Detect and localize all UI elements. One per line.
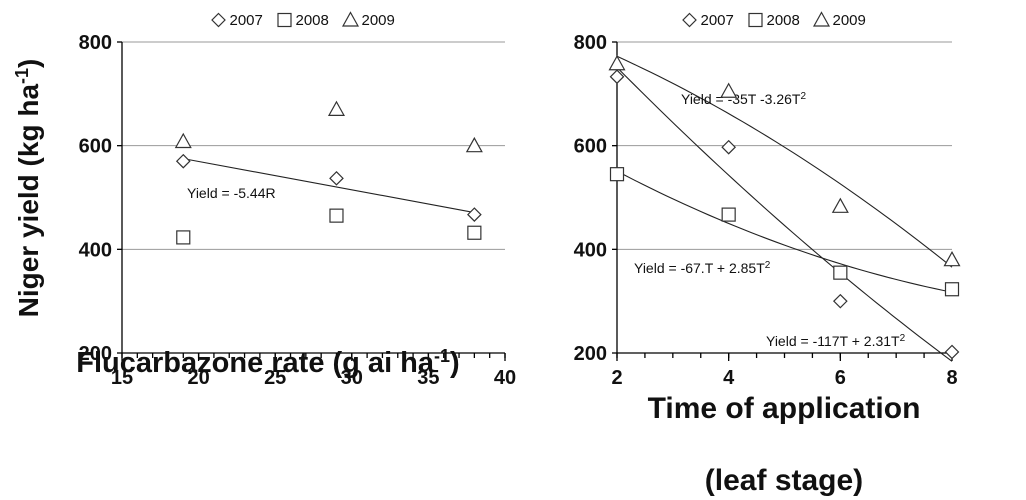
right-fit-line-2008 <box>616 170 953 293</box>
right-point-2007 <box>609 69 625 85</box>
left-x-tick-label: 40 <box>494 367 516 389</box>
right-point-2009 <box>720 82 738 98</box>
right-y-tick-label: 400 <box>574 239 607 261</box>
left-x-tick-label: 25 <box>264 367 286 389</box>
left-x-axis-title: Flucarbazone rate (g ai ha-1) <box>76 346 459 379</box>
left-legend-label: 2009 <box>362 12 395 29</box>
left-point-2009 <box>174 132 192 149</box>
left-x-axis-title-sup: -1 <box>434 346 450 366</box>
right-point-2008 <box>944 282 960 297</box>
left-y-tick-label: 600 <box>79 136 112 158</box>
right-legend-label: 2009 <box>833 12 866 29</box>
right-y-tick-label: 600 <box>574 136 607 158</box>
right-fit-equation: Yield = -35T -3.26T2 <box>681 91 806 108</box>
right-fit-equation-main: Yield = -67.T + 2.85T <box>634 260 765 276</box>
right-fit-line-2009 <box>616 55 953 268</box>
right-legend-label: 2008 <box>767 12 800 29</box>
left-chart-panel: 200 400 600 800 15 20 25 30 35 40 Yield = -5.44R 20… <box>79 11 516 389</box>
left-legend-label: 2007 <box>230 12 263 29</box>
left-x-tick-label: 20 <box>187 367 209 389</box>
left-fit-line-2007 <box>183 158 475 214</box>
right-point-2007 <box>721 139 737 155</box>
left-y-tick-label: 800 <box>79 32 112 54</box>
right-point-2007 <box>944 344 960 360</box>
left-point-2008 <box>176 230 191 245</box>
right-point-2007 <box>832 293 848 309</box>
right-y-tick-label: 800 <box>574 32 607 54</box>
left-point-2008 <box>467 225 482 240</box>
left-legend-label: 2008 <box>296 12 329 29</box>
left-legend-marker-2009 <box>341 11 360 27</box>
left-x-tick-label: 15 <box>111 367 133 389</box>
right-fit-equation: Yield = -67.T + 2.85T2 <box>634 260 771 277</box>
right-x-axis-title-line1: Time of application <box>648 392 921 425</box>
left-point-2007 <box>175 153 191 169</box>
right-y-tick-label: 200 <box>574 343 607 365</box>
right-x-tick-label: 2 <box>611 367 622 389</box>
left-x-axis-title-close: ) <box>450 347 460 379</box>
y-axis-title-close: ) <box>13 59 44 68</box>
left-y-tick-label: 200 <box>79 343 112 365</box>
right-fit-equation: Yield = -117T + 2.31T2 <box>766 333 906 350</box>
right-fit-equation-sup: 2 <box>800 91 806 102</box>
right-x-axis-title-line2: (leaf stage) <box>705 464 863 497</box>
left-fit-equation-main: Yield = -5.44R <box>187 185 276 201</box>
left-y-tick-label: 400 <box>79 239 112 261</box>
right-legend-label: 2007 <box>701 12 734 29</box>
left-fit-equation: Yield = -5.44R <box>187 185 276 201</box>
left-point-2008 <box>329 208 344 223</box>
right-point-2008 <box>833 265 848 280</box>
left-x-tick-label: 35 <box>417 367 439 389</box>
right-x-tick-label: 8 <box>946 367 957 389</box>
left-point-2007 <box>467 207 482 222</box>
right-legend-marker-2009 <box>812 11 831 27</box>
right-legend-marker-2008 <box>748 12 763 28</box>
right-point-2009 <box>608 55 626 71</box>
right-point-2008 <box>721 207 736 222</box>
left-legend-marker-2007 <box>211 12 226 28</box>
right-x-tick-label: 4 <box>723 367 735 389</box>
right-fit-equation-sup: 2 <box>765 260 771 271</box>
left-legend-marker-2008 <box>277 12 292 28</box>
left-point-2009 <box>465 136 483 153</box>
left-x-tick-label: 30 <box>341 367 363 389</box>
right-x-tick-label: 6 <box>835 367 846 389</box>
right-point-2008 <box>609 167 625 182</box>
right-point-2009 <box>831 197 849 213</box>
y-axis-title-main: Niger yield (kg ha <box>13 84 44 318</box>
y-axis-title-sup: -1 <box>12 68 32 84</box>
right-fit-line-2007 <box>616 67 953 362</box>
right-fit-equation-main: Yield = -117T + 2.31T <box>766 333 900 349</box>
left-x-axis-title-main: Flucarbazone rate (g ai ha <box>76 347 435 379</box>
right-legend-marker-2007 <box>682 12 697 28</box>
y-axis-title: Niger yield (kg ha-1) <box>12 59 44 318</box>
right-fit-equation-main: Yield = -35T -3.26T <box>681 91 801 107</box>
left-point-2009 <box>327 100 345 116</box>
left-point-2007 <box>329 170 344 186</box>
right-point-2009 <box>943 250 961 267</box>
right-fit-equation-sup: 2 <box>900 333 906 344</box>
